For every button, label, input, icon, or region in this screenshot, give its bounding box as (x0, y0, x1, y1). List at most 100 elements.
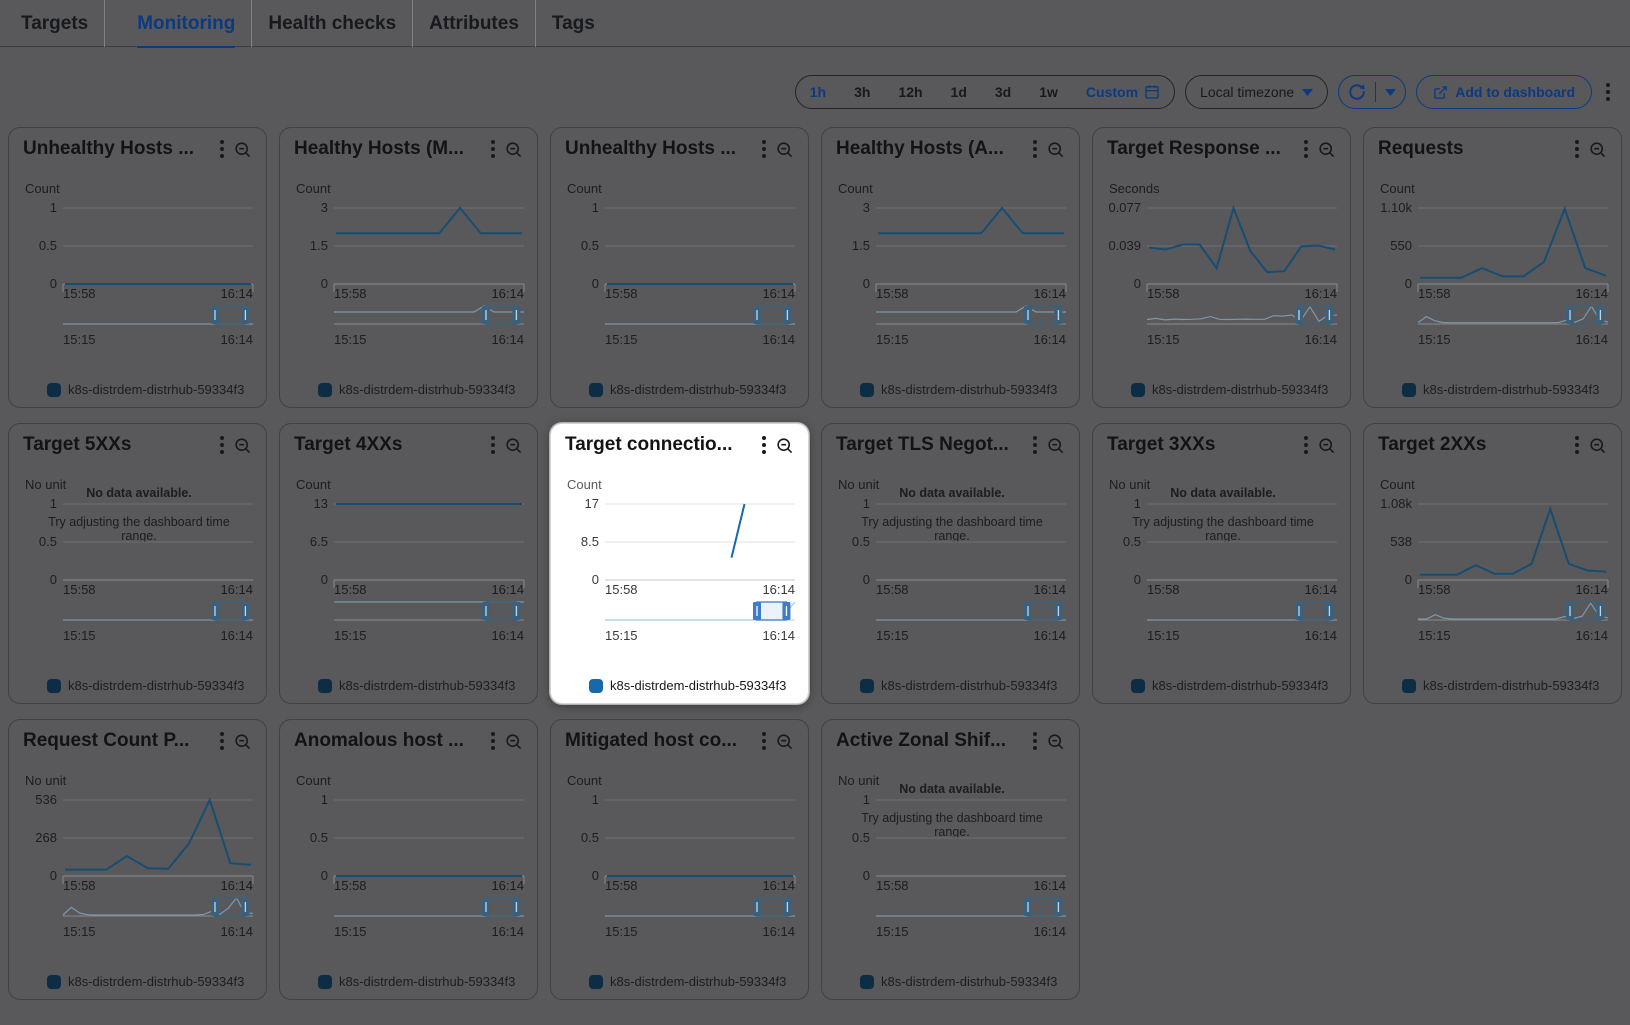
svg-text:0: 0 (863, 276, 870, 291)
svg-text:6.5: 6.5 (310, 534, 328, 549)
svg-text:536: 536 (35, 792, 57, 807)
svg-text:16:14: 16:14 (762, 628, 795, 643)
svg-text:16:14: 16:14 (220, 582, 253, 597)
svg-text:0: 0 (1134, 276, 1141, 291)
svg-text:16:14: 16:14 (1033, 878, 1066, 893)
svg-text:538: 538 (1390, 534, 1412, 549)
svg-text:0.5: 0.5 (852, 830, 870, 845)
svg-text:0.5: 0.5 (39, 238, 57, 253)
svg-text:1: 1 (50, 496, 57, 511)
svg-text:16:14: 16:14 (1304, 582, 1337, 597)
svg-text:0: 0 (592, 572, 599, 587)
svg-text:0.5: 0.5 (581, 238, 599, 253)
svg-text:15:58: 15:58 (63, 878, 96, 893)
svg-text:1: 1 (863, 496, 870, 511)
svg-text:1.08k: 1.08k (1380, 496, 1412, 511)
svg-text:0: 0 (321, 572, 328, 587)
svg-text:1: 1 (592, 200, 599, 215)
svg-text:268: 268 (35, 830, 57, 845)
svg-text:16:14: 16:14 (762, 286, 795, 301)
svg-text:15:58: 15:58 (876, 286, 909, 301)
svg-text:15:58: 15:58 (334, 878, 367, 893)
svg-text:16:14: 16:14 (1575, 628, 1608, 643)
svg-text:1.5: 1.5 (310, 238, 328, 253)
svg-text:16:14: 16:14 (762, 924, 795, 939)
svg-text:15:15: 15:15 (334, 628, 367, 643)
svg-text:0.5: 0.5 (310, 830, 328, 845)
svg-text:15:58: 15:58 (1147, 286, 1180, 301)
svg-text:15:58: 15:58 (605, 582, 638, 597)
svg-text:16:14: 16:14 (491, 582, 524, 597)
svg-text:15:15: 15:15 (1147, 332, 1180, 347)
svg-text:15:15: 15:15 (876, 628, 909, 643)
svg-text:16:14: 16:14 (491, 924, 524, 939)
svg-text:16:14: 16:14 (220, 286, 253, 301)
svg-text:16:14: 16:14 (1033, 582, 1066, 597)
svg-text:15:15: 15:15 (63, 924, 96, 939)
svg-text:1: 1 (321, 792, 328, 807)
svg-text:17: 17 (585, 496, 599, 511)
svg-text:1: 1 (863, 792, 870, 807)
svg-text:15:15: 15:15 (876, 332, 909, 347)
svg-text:16:14: 16:14 (1033, 628, 1066, 643)
svg-text:16:14: 16:14 (762, 878, 795, 893)
svg-text:16:14: 16:14 (1033, 286, 1066, 301)
svg-text:0: 0 (1134, 572, 1141, 587)
svg-text:1: 1 (50, 200, 57, 215)
svg-text:16:14: 16:14 (220, 924, 253, 939)
svg-text:15:58: 15:58 (605, 286, 638, 301)
svg-text:0.077: 0.077 (1108, 200, 1141, 215)
svg-text:0.5: 0.5 (581, 830, 599, 845)
svg-text:15:58: 15:58 (1418, 286, 1451, 301)
svg-text:16:14: 16:14 (491, 332, 524, 347)
svg-text:15:58: 15:58 (876, 878, 909, 893)
svg-text:0: 0 (50, 572, 57, 587)
svg-text:15:58: 15:58 (876, 582, 909, 597)
svg-text:16:14: 16:14 (220, 878, 253, 893)
svg-text:3: 3 (863, 200, 870, 215)
svg-text:16:14: 16:14 (1033, 924, 1066, 939)
svg-text:16:14: 16:14 (1304, 332, 1337, 347)
svg-text:16:14: 16:14 (762, 332, 795, 347)
svg-text:15:15: 15:15 (1418, 332, 1451, 347)
svg-text:15:58: 15:58 (334, 286, 367, 301)
svg-text:0: 0 (1405, 572, 1412, 587)
svg-text:0.5: 0.5 (852, 534, 870, 549)
svg-text:0: 0 (863, 572, 870, 587)
svg-text:15:58: 15:58 (63, 582, 96, 597)
svg-text:8.5: 8.5 (581, 534, 599, 549)
svg-text:0.039: 0.039 (1108, 238, 1141, 253)
svg-text:0.5: 0.5 (39, 534, 57, 549)
svg-text:15:58: 15:58 (1418, 582, 1451, 597)
svg-text:0: 0 (50, 868, 57, 883)
svg-text:0: 0 (321, 868, 328, 883)
svg-text:16:14: 16:14 (491, 286, 524, 301)
svg-text:0.5: 0.5 (1123, 534, 1141, 549)
svg-text:15:58: 15:58 (63, 286, 96, 301)
svg-text:15:15: 15:15 (1418, 628, 1451, 643)
svg-text:15:15: 15:15 (605, 924, 638, 939)
svg-text:3: 3 (321, 200, 328, 215)
svg-text:0: 0 (50, 276, 57, 291)
svg-text:15:15: 15:15 (605, 332, 638, 347)
svg-text:16:14: 16:14 (762, 582, 795, 597)
svg-text:15:58: 15:58 (605, 878, 638, 893)
svg-text:15:15: 15:15 (876, 924, 909, 939)
svg-text:1: 1 (592, 792, 599, 807)
svg-text:0: 0 (592, 868, 599, 883)
svg-text:15:58: 15:58 (334, 582, 367, 597)
svg-text:16:14: 16:14 (1033, 332, 1066, 347)
svg-text:1.10k: 1.10k (1380, 200, 1412, 215)
svg-text:15:58: 15:58 (1147, 582, 1180, 597)
svg-text:16:14: 16:14 (1304, 628, 1337, 643)
svg-text:16:14: 16:14 (1575, 582, 1608, 597)
svg-text:16:14: 16:14 (491, 878, 524, 893)
svg-text:550: 550 (1390, 238, 1412, 253)
svg-text:0: 0 (592, 276, 599, 291)
svg-text:0: 0 (1405, 276, 1412, 291)
svg-text:15:15: 15:15 (334, 332, 367, 347)
svg-text:1: 1 (1134, 496, 1141, 511)
svg-text:16:14: 16:14 (220, 332, 253, 347)
svg-text:15:15: 15:15 (63, 332, 96, 347)
svg-text:15:15: 15:15 (605, 628, 638, 643)
